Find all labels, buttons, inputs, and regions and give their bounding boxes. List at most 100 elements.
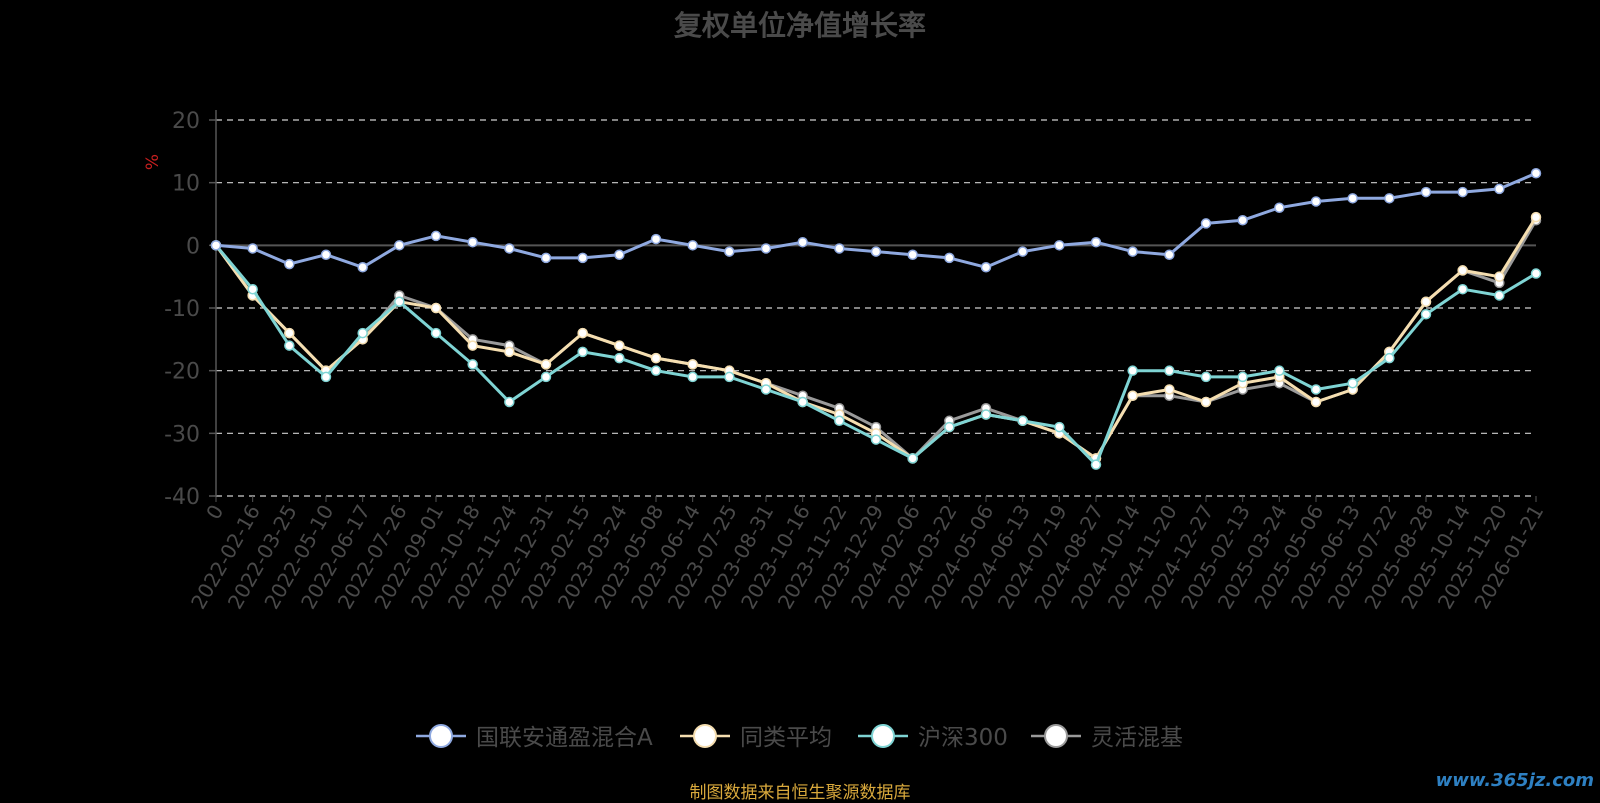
y-tick-label: -20	[164, 360, 200, 385]
y-tick-label: 20	[172, 109, 200, 134]
data-point	[540, 359, 552, 370]
data-point	[724, 371, 735, 383]
legend-marker	[1044, 724, 1068, 748]
data-point	[577, 327, 588, 339]
data-point	[1127, 390, 1138, 401]
data-point	[1530, 211, 1542, 223]
data-point	[687, 371, 698, 383]
data-point	[1494, 271, 1505, 282]
y-tick-label: -40	[164, 485, 200, 510]
data-point	[687, 359, 698, 370]
data-point	[1274, 202, 1285, 213]
data-point	[1530, 268, 1542, 279]
data-point	[1384, 352, 1395, 364]
data-point	[1457, 265, 1468, 276]
data-point	[577, 346, 588, 358]
data-point	[394, 296, 405, 307]
data-point	[504, 243, 515, 254]
data-point	[1384, 193, 1395, 204]
data-point	[1090, 459, 1102, 470]
data-point	[1420, 186, 1432, 198]
data-point	[907, 453, 918, 464]
legend-label: 灵活混基	[1091, 725, 1183, 751]
legend-label: 国联安通盈混合A	[476, 725, 653, 751]
data-point	[980, 409, 992, 420]
data-point	[1200, 371, 1212, 383]
data-point	[1164, 365, 1175, 376]
data-point	[467, 359, 478, 370]
data-point	[1017, 415, 1028, 427]
data-point	[944, 421, 955, 433]
data-point	[467, 340, 478, 351]
data-point	[614, 340, 625, 351]
data-point	[797, 396, 808, 408]
data-point	[430, 302, 442, 314]
y-tick-label: 0	[186, 234, 200, 259]
data-point	[1457, 186, 1468, 198]
data-point	[394, 240, 405, 251]
data-point	[1127, 246, 1138, 257]
data-point	[870, 246, 882, 257]
data-point	[1347, 377, 1358, 389]
data-point	[1200, 218, 1212, 229]
data-point	[797, 236, 808, 248]
y-tick-label: 10	[172, 172, 200, 197]
data-point	[1054, 240, 1065, 251]
data-point	[687, 240, 698, 251]
data-point	[650, 233, 662, 245]
data-point	[834, 415, 845, 427]
y-tick-label: -10	[164, 297, 200, 322]
data-point	[430, 230, 442, 242]
data-point	[284, 327, 295, 339]
data-point	[907, 249, 918, 260]
data-point	[1127, 365, 1138, 376]
data-point	[1274, 365, 1285, 376]
legend: 国联安通盈混合A 同类平均 沪深300 灵活混基	[416, 724, 1183, 751]
data-source-note: 制图数据来自恒生聚源数据库	[689, 783, 911, 803]
data-point	[1420, 309, 1432, 320]
axes: 20100-10-20-30-40%02022-02-162022-03-252…	[143, 109, 1548, 613]
legend-label: 同类平均	[740, 725, 832, 751]
data-point	[320, 249, 332, 260]
y-tick-label: -30	[164, 422, 200, 447]
data-point	[834, 243, 845, 254]
data-point	[1310, 396, 1322, 408]
data-point	[284, 340, 295, 351]
data-point	[1017, 246, 1028, 257]
legend-marker	[871, 724, 895, 748]
data-point	[1237, 371, 1248, 383]
data-point	[870, 434, 882, 445]
data-point	[1310, 196, 1322, 207]
data-point	[504, 346, 515, 358]
data-point	[980, 262, 992, 273]
legend-marker	[429, 724, 453, 748]
data-point	[1164, 249, 1175, 260]
data-point	[540, 252, 552, 264]
series-layer	[210, 168, 1542, 470]
data-point	[357, 327, 368, 339]
data-point	[760, 384, 772, 395]
data-point	[614, 352, 625, 364]
data-point	[284, 258, 295, 270]
y-axis-label: %	[143, 154, 163, 170]
data-point	[1164, 384, 1175, 395]
data-point	[357, 262, 368, 273]
data-point	[944, 252, 955, 264]
data-point	[1494, 290, 1505, 301]
chart-title: 复权单位净值增长率	[673, 9, 926, 42]
data-point	[320, 371, 332, 383]
legend-label: 沪深300	[918, 725, 1008, 751]
data-point	[540, 371, 552, 383]
data-point	[614, 249, 625, 260]
data-point	[650, 352, 662, 364]
data-point	[1237, 215, 1248, 226]
data-point	[1090, 236, 1102, 248]
legend-marker	[693, 724, 717, 748]
data-point	[650, 365, 662, 376]
data-point	[504, 396, 515, 408]
data-point	[760, 243, 772, 254]
data-point	[1530, 168, 1542, 179]
data-point	[1494, 183, 1505, 195]
data-point	[1310, 384, 1322, 395]
